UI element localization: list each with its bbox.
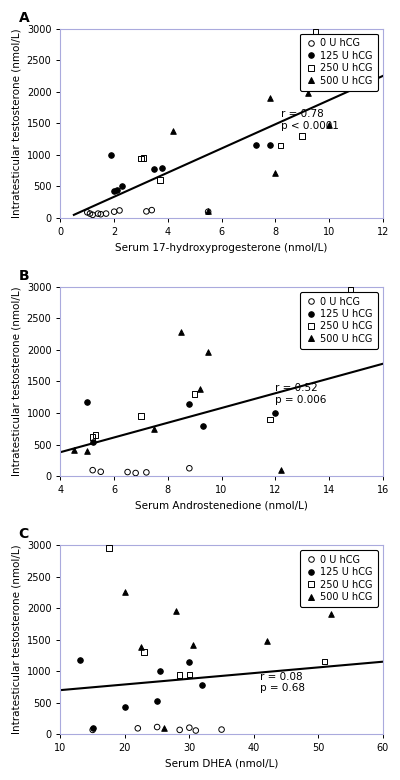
Point (205, 346, 211, 359)
Point (186, 397, 192, 410)
Point (154, 721, 160, 733)
Point (141, 646, 148, 658)
Point (92, 429, 98, 441)
Point (148, 204, 155, 216)
Point (264, 635, 270, 647)
Y-axis label: Intratesticular testosterone (nmol/L): Intratesticular testosterone (nmol/L) (11, 287, 21, 477)
Point (160, 722, 167, 734)
Point (108, 149, 115, 161)
Point (205, 205, 211, 218)
Point (119, 180, 126, 193)
Point (267, 92, 273, 105)
X-axis label: Serum DHEA (nmol/L): Serum DHEA (nmol/L) (165, 759, 278, 769)
Point (106, 542, 112, 555)
Point (87, 207, 93, 220)
Point (103, 207, 109, 220)
Point (176, 724, 183, 736)
Point (143, 205, 150, 218)
Point (71, 443, 77, 456)
Point (267, 413, 273, 426)
Point (322, 655, 328, 668)
Point (111, 185, 117, 197)
Point (122, 701, 128, 714)
Point (122, 586, 128, 598)
Point (154, 695, 160, 707)
Point (272, 407, 278, 420)
Text: A: A (18, 11, 29, 25)
Legend: 0 U hCG, 125 U hCG, 250 U hCG, 500 U hCG: 0 U hCG, 125 U hCG, 250 U hCG, 500 U hCG (300, 292, 378, 349)
Point (199, 679, 206, 691)
Point (95, 207, 101, 220)
Point (218, 723, 225, 736)
Point (326, 119, 332, 132)
Point (90, 436, 96, 448)
Point (205, 205, 211, 218)
Legend: 0 U hCG, 125 U hCG, 250 U hCG, 500 U hCG: 0 U hCG, 125 U hCG, 250 U hCG, 500 U hCG (300, 34, 378, 90)
Text: B: B (18, 269, 29, 283)
Point (189, 639, 196, 651)
Point (312, 69, 319, 82)
Point (328, 608, 334, 621)
Point (143, 466, 150, 479)
Point (124, 466, 131, 478)
Point (138, 410, 144, 423)
Point (278, 463, 284, 476)
Point (134, 722, 141, 735)
Point (116, 204, 123, 217)
Text: r = 0.52
p = 0.006: r = 0.52 p = 0.006 (275, 383, 327, 405)
Y-axis label: Intratesticular testosterone (nmol/L): Intratesticular testosterone (nmol/L) (11, 29, 21, 218)
Point (90, 724, 96, 736)
X-axis label: Serum Androstenedione (nmol/L): Serum Androstenedione (nmol/L) (135, 501, 308, 511)
Y-axis label: Intratesticular testosterone (nmol/L): Intratesticular testosterone (nmol/L) (11, 544, 21, 735)
Point (157, 174, 163, 186)
Point (98, 208, 104, 221)
Point (312, 26, 319, 38)
Point (114, 183, 120, 196)
Text: r = 0.08
p = 0.68: r = 0.08 p = 0.68 (260, 672, 305, 693)
Point (186, 722, 192, 734)
Point (90, 208, 96, 221)
Point (84, 395, 90, 408)
Point (84, 445, 90, 457)
Point (157, 665, 164, 677)
Point (111, 205, 117, 218)
X-axis label: Serum 17-hydroxyprogesterone (nmol/L): Serum 17-hydroxyprogesterone (nmol/L) (115, 243, 328, 253)
Point (200, 420, 206, 432)
Point (132, 466, 139, 479)
Point (138, 152, 144, 165)
Text: r = 0.78
p < 0.0001: r = 0.78 p < 0.0001 (281, 109, 338, 131)
Point (140, 152, 147, 165)
Point (272, 166, 278, 179)
Legend: 0 U hCG, 125 U hCG, 250 U hCG, 500 U hCG: 0 U hCG, 125 U hCG, 250 U hCG, 500 U hCG (300, 550, 378, 607)
Point (138, 641, 144, 654)
Point (90, 431, 96, 443)
Point (186, 462, 192, 474)
Point (192, 725, 199, 737)
Point (197, 383, 203, 395)
Point (304, 87, 311, 99)
Point (90, 464, 96, 477)
Point (347, 284, 354, 296)
Point (90, 722, 96, 734)
Point (176, 668, 183, 681)
Point (151, 423, 158, 435)
Text: C: C (18, 527, 29, 541)
Point (192, 388, 198, 400)
Point (151, 162, 158, 175)
Point (278, 139, 284, 151)
Point (173, 604, 180, 617)
Point (170, 125, 176, 137)
Point (76, 654, 83, 666)
Point (84, 206, 90, 218)
Point (253, 139, 260, 151)
Point (267, 139, 273, 151)
Point (178, 326, 184, 339)
Point (186, 668, 192, 681)
Point (98, 466, 104, 478)
Point (299, 129, 305, 142)
Point (159, 161, 166, 174)
Point (186, 655, 192, 668)
